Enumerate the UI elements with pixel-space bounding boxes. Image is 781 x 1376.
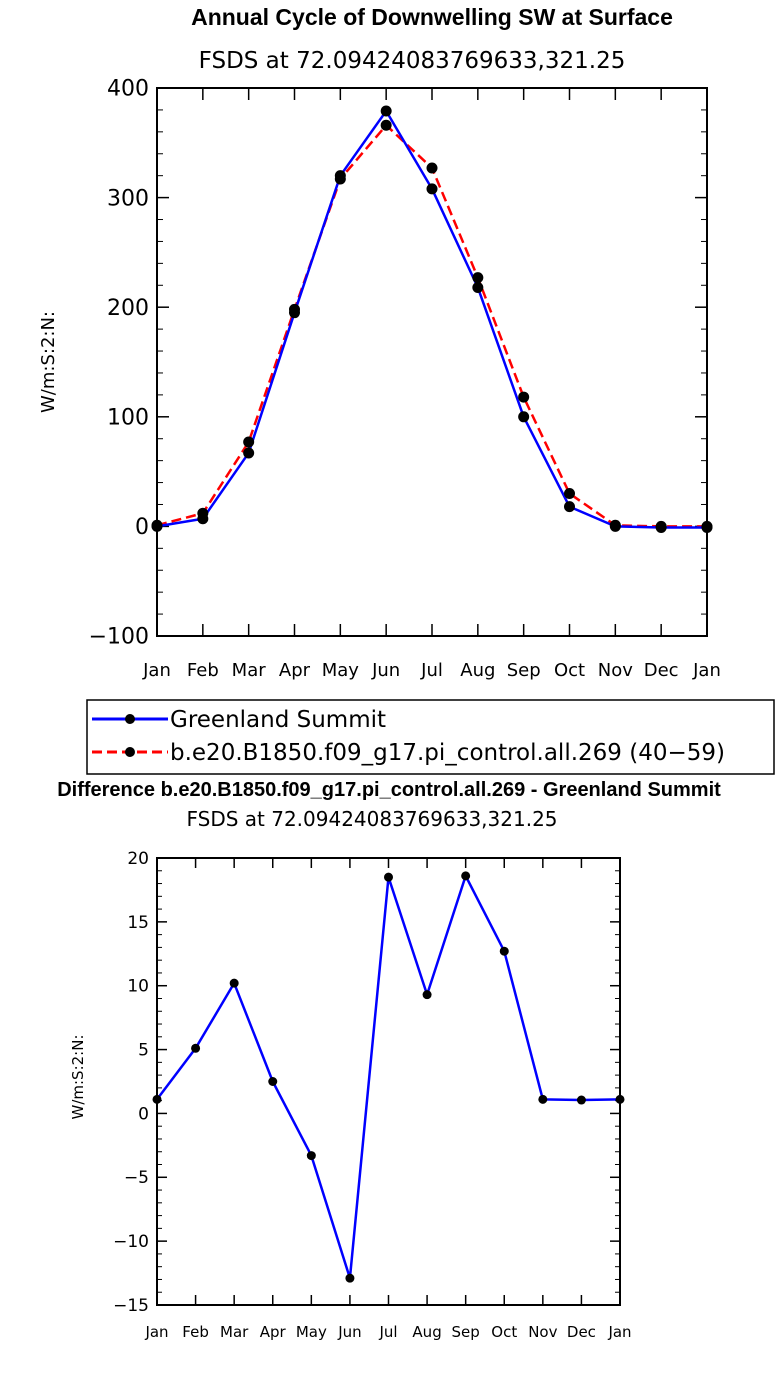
x-tick-label: Sep [507,660,541,681]
x-tick-label: Apr [279,660,311,681]
y-tick-label: 400 [107,77,149,102]
chart2-subtitle: FSDS at 72.09424083769633,321.25 [186,807,557,831]
y-tick-label: 300 [107,186,149,211]
x-tick-label: Mar [232,660,267,681]
y-tick-label: 10 [127,977,149,997]
x-tick-label: Jul [420,660,443,681]
x-tick-label: May [322,660,360,681]
chart1-title: Annual Cycle of Downwelling SW at Surfac… [191,4,673,30]
series-1-point [472,272,484,284]
series-0-point [384,872,393,882]
series-1-point [151,519,163,531]
series-0-point [472,281,484,293]
y-tick-label: 0 [135,515,149,540]
series-0-point [461,871,471,881]
y-tick-label: −10 [113,1232,149,1252]
y-tick-label: −15 [113,1296,149,1316]
x-tick-label: Aug [460,660,495,681]
series-1-point [197,507,209,519]
x-tick-label: Jan [692,660,721,681]
series-1-point [289,303,300,315]
legend-marker-greenland-summit [125,714,135,724]
chart1-subtitle: FSDS at 72.09424083769633,321.25 [199,48,626,74]
annual-cycle-chart: Annual Cycle of Downwelling SW at Surfac… [38,4,721,681]
series-1-point [334,173,346,185]
series-0-point [518,411,530,423]
series-1-point [609,519,621,531]
series-0-point [426,183,438,195]
series-1-point [380,119,392,131]
x-tick-label: Jul [378,1323,397,1341]
series-1-point [655,520,667,532]
series-0-point [268,1077,278,1086]
series-0-point [538,1094,548,1104]
series-0-point [499,946,509,956]
x-tick-label: Feb [187,660,219,681]
series-1-point [564,488,575,500]
series-0-point [345,1273,355,1283]
y-tick-label: 200 [107,296,149,321]
series-0-point [229,978,239,988]
chart2-ylabel: W/m:S:2:N: [69,1035,87,1120]
x-tick-label: Dec [567,1323,596,1341]
chart1-ylabel: W/m:S:2:N: [38,311,59,413]
legend-label-model: b.e20.B1850.f09_g17.pi_control.all.269 (… [170,740,725,766]
x-tick-label: Jan [142,660,171,681]
x-tick-label: Feb [182,1323,209,1341]
x-tick-label: Oct [491,1323,517,1341]
series-line-0 [156,874,621,1280]
series-0-point [576,1095,586,1105]
series-0-point [306,1151,316,1161]
legend-label-greenland-summit: Greenland Summit [170,707,386,733]
series-0-point [380,105,392,117]
x-tick-label: Apr [260,1323,287,1341]
y-tick-label: 15 [127,913,149,933]
series-1-point [518,391,530,403]
x-tick-label: Dec [644,660,679,681]
chart2-title: Difference b.e20.B1850.f09_g17.pi_contro… [57,779,721,801]
y-tick-label: −100 [89,625,149,650]
legend-marker-model [125,747,135,757]
series-1-point [701,520,713,532]
series-0-point [191,1043,201,1053]
series-1-point [426,162,438,174]
series-0-point [422,990,432,1000]
series-0-point [615,1094,625,1104]
y-tick-label: 20 [127,849,149,869]
chart2-plot: −15 −10 −5 0 5 10 15 20 Jan Feb Mar Apr May Jun Jul Aug… [113,849,631,1341]
y-tick-label: 100 [107,406,149,431]
y-tick-label: −5 [124,1168,149,1188]
x-tick-label: Aug [412,1323,441,1341]
x-tick-label: Sep [452,1323,480,1341]
x-tick-label: Jun [337,1323,361,1341]
x-tick-label: Jan [144,1323,168,1341]
x-tick-label: May [296,1323,327,1341]
series-1-point [243,436,255,448]
plot-frame [156,857,621,1306]
series-0-point [243,447,255,459]
series-0-point [564,501,575,513]
chart1-legend: Greenland Summit b.e20.B1850.f09_g17.pi_… [86,699,775,775]
x-tick-label: Nov [598,660,633,681]
difference-chart: Difference b.e20.B1850.f09_g17.pi_contro… [57,779,721,1341]
x-tick-label: Oct [554,660,585,681]
y-tick-label: 5 [138,1041,149,1061]
x-tick-label: Nov [528,1323,557,1341]
legend-frame [86,699,775,775]
x-tick-label: Mar [220,1323,249,1341]
x-tick-label: Jun [371,660,400,681]
series-0-point [152,1094,162,1104]
x-tick-label: Jan [607,1323,631,1341]
y-tick-label: 0 [138,1104,149,1124]
chart1-plot: −100 0 100 200 300 400 Jan Feb Mar Apr May Jun Jul Au… [89,77,721,681]
